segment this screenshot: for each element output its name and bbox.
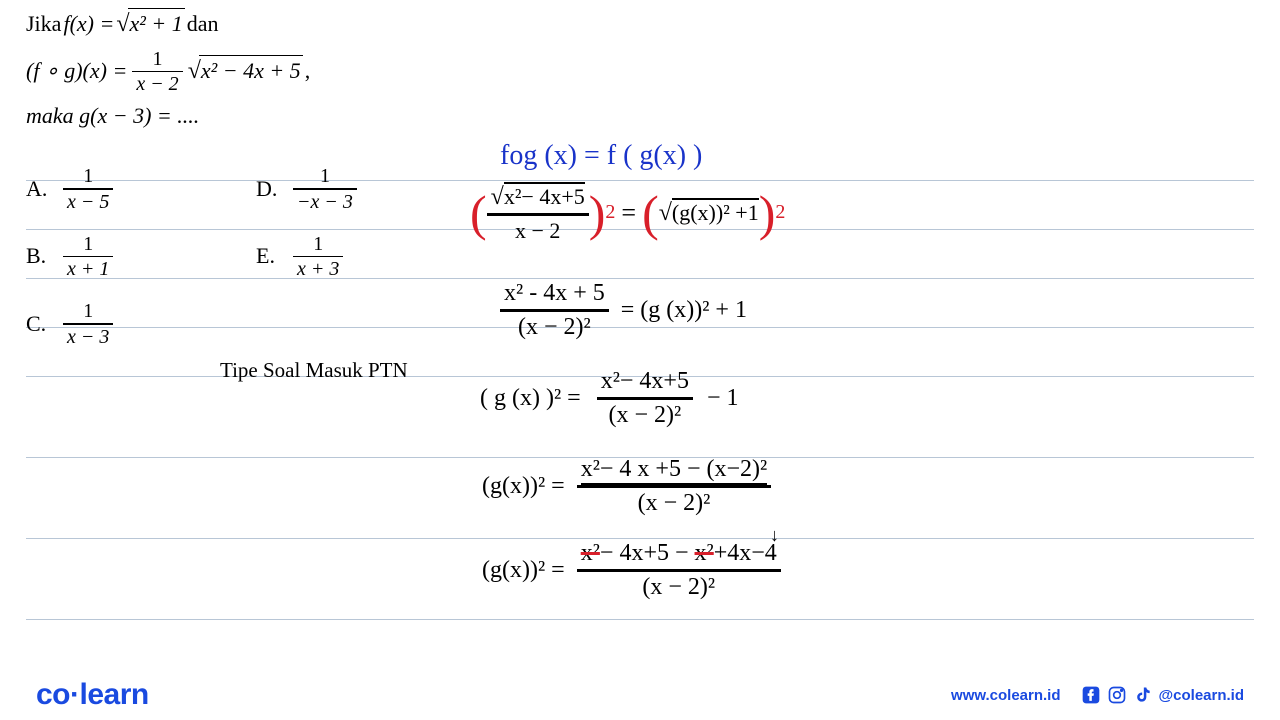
num-part-a: x²− 4 x +5 − (x−2)² [581, 456, 768, 486]
sqrt-body: (g(x))² +1 [672, 198, 759, 226]
rparen: ) [589, 193, 606, 233]
numerator: x²− 4x+5 [597, 368, 693, 395]
numerator: x²− 4 x +5 − (x−2)² [577, 456, 772, 483]
rhs-sqrt: √(g(x))² +1 [659, 198, 759, 227]
handwriting-area: fog (x) = f ( g(x) ) ( √x²− 4x+5 x − 2 )… [470, 140, 1254, 660]
fraction: √x²− 4x+5 x − 2 [487, 182, 589, 244]
lhs: (g(x))² = [482, 557, 565, 584]
option-e: E. 1 x + 3 [256, 233, 456, 281]
lhs: ( g (x) )² = [480, 385, 581, 412]
option-a: A. 1 x − 5 [26, 165, 226, 213]
expand-arrow: ↓ [770, 525, 779, 546]
fraction: x²− 4x+5 (x − 2)² [597, 368, 693, 429]
tipe-soal-label: Tipe Soal Masuk PTN [220, 358, 408, 383]
facebook-icon [1081, 685, 1101, 705]
problem-line-2: (f ∘ g)(x) = 1 x − 2 √ x² − 4x + 5 , [26, 48, 310, 96]
denominator: x − 3 [63, 326, 113, 348]
footer: co·learn www.colearn.id @colearn.id [0, 670, 1280, 720]
hw-eq1: ( √x²− 4x+5 x − 2 ) 2 = ( √(g(x))² +1 ) … [470, 182, 785, 244]
fraction: 1 −x − 3 [293, 165, 357, 213]
answer-options: A. 1 x − 5 D. 1 −x − 3 B. 1 [26, 165, 456, 348]
option-label: E. [256, 243, 278, 269]
eq-sign: = [621, 198, 636, 228]
denominator: (x − 2)² [604, 402, 685, 429]
fx-equals: f(x) = [63, 9, 114, 40]
sqrt-2: √ x² − 4x + 5 [188, 55, 303, 89]
fraction: 1 x − 2 [132, 48, 182, 96]
numerator: 1 [309, 233, 327, 255]
numerator: 1 [79, 165, 97, 187]
problem-line-3: maka g(x − 3) = .... [26, 101, 310, 132]
hw-title: fog (x) = f ( g(x) ) [500, 140, 702, 172]
text: , [305, 56, 311, 87]
numerator: 1 [79, 300, 97, 322]
strike-x2-b: x² [695, 540, 714, 566]
text: dan [187, 9, 219, 40]
sqrt-1: √ x² + 1 [116, 8, 184, 42]
option-d: D. 1 −x − 3 [256, 165, 456, 213]
num-e: +4x−4 [714, 540, 777, 566]
num-b: − 4x+5 [600, 540, 669, 566]
sqrt-body: x²− 4x+5 [504, 182, 585, 210]
denominator: x − 2 [511, 218, 564, 244]
denominator: x − 2 [132, 73, 182, 95]
numerator: 1 [149, 48, 167, 70]
numerator: √x²− 4x+5 [487, 182, 589, 211]
denominator: (x − 2)² [634, 490, 715, 517]
option-label: D. [256, 176, 278, 202]
rparen: ) [759, 193, 776, 233]
option-c: C. 1 x − 3 [26, 300, 226, 348]
problem-line-1: Jika f(x) = √ x² + 1 dan [26, 8, 310, 42]
eq-rhs: = (g (x))² + 1 [621, 297, 747, 324]
hw-eq3: ( g (x) )² = x²− 4x+5 (x − 2)² − 1 [480, 368, 739, 429]
option-b: B. 1 x + 1 [26, 233, 226, 281]
numerator: x²− 4x+5 − x²+4x−4 [577, 540, 781, 567]
numerator: 1 [316, 165, 334, 187]
lparen: ( [642, 193, 659, 233]
maka-text: maka g(x − 3) = .... [26, 101, 199, 132]
denominator: (x − 2)² [638, 574, 719, 601]
hw-eq5: (g(x))² = x²− 4x+5 − x²+4x−4 (x − 2)² [482, 540, 781, 601]
hw-eq2: x² - 4x + 5 (x − 2)² = (g (x))² + 1 [500, 280, 747, 341]
option-label: B. [26, 243, 48, 269]
option-label: C. [26, 311, 48, 337]
social-icons: @colearn.id [1081, 685, 1244, 705]
footer-url: www.colearn.id [951, 687, 1060, 704]
strike-x2-a: x² [581, 540, 600, 566]
fraction: 1 x + 1 [63, 233, 113, 281]
fraction: 1 x − 5 [63, 165, 113, 213]
numerator: 1 [79, 233, 97, 255]
numerator: x² - 4x + 5 [500, 280, 609, 307]
sqrt-body: x² − 4x + 5 [199, 55, 303, 87]
tiktok-icon [1133, 685, 1153, 705]
num-c: − [669, 540, 695, 566]
page-root: Jika f(x) = √ x² + 1 dan (f ∘ g)(x) = 1 … [0, 0, 1280, 720]
option-label: A. [26, 176, 48, 202]
fog-equals: (f ∘ g)(x) = [26, 56, 127, 87]
fraction: 1 x + 3 [293, 233, 343, 281]
footer-handle: @colearn.id [1159, 687, 1244, 704]
denominator: x + 1 [63, 258, 113, 280]
fraction: 1 x − 3 [63, 300, 113, 348]
pow2: 2 [605, 201, 615, 224]
lparen: ( [470, 193, 487, 233]
instagram-icon [1107, 685, 1127, 705]
pow2: 2 [775, 201, 785, 224]
footer-right: www.colearn.id @colearn.id [951, 685, 1244, 705]
hw-eq4: (g(x))² = x²− 4 x +5 − (x−2)² (x − 2)² [482, 456, 771, 517]
minus-one: − 1 [707, 385, 739, 412]
fraction: x² - 4x + 5 (x − 2)² [500, 280, 609, 341]
fraction: x²− 4 x +5 − (x−2)² (x − 2)² [577, 456, 772, 517]
text: Jika [26, 9, 61, 40]
lhs: (g(x))² = [482, 473, 565, 500]
denominator: (x − 2)² [514, 314, 595, 341]
sqrt-body: x² + 1 [128, 8, 185, 40]
denominator: x − 5 [63, 191, 113, 213]
fraction: x²− 4x+5 − x²+4x−4 (x − 2)² [577, 540, 781, 601]
brand-logo: co·learn [36, 678, 149, 712]
denominator: x + 3 [293, 258, 343, 280]
denominator: −x − 3 [293, 191, 357, 213]
problem-block: Jika f(x) = √ x² + 1 dan (f ∘ g)(x) = 1 … [26, 8, 310, 138]
